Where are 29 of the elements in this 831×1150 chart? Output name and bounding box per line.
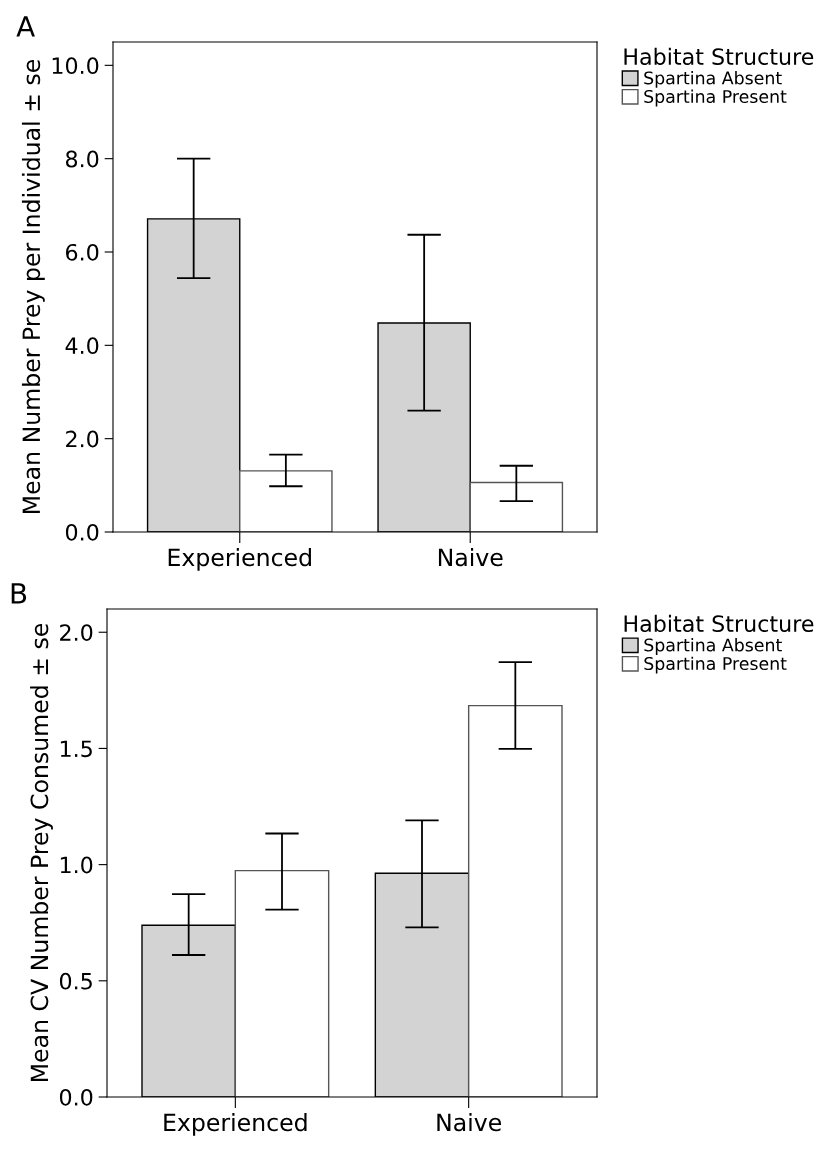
y-tick-label: 2.0 — [66, 430, 99, 448]
legend-title: Habitat Structure — [624, 47, 814, 66]
legend-label: Spartina Present — [644, 656, 787, 674]
y-tick-label: 1.5 — [60, 740, 92, 758]
bar — [467, 704, 563, 1097]
bar — [234, 869, 330, 1097]
y-tick-label: 6.0 — [66, 243, 99, 261]
y-tick-label: 0.0 — [59, 1088, 93, 1106]
x-tick-label: Experienced — [168, 547, 311, 571]
y-tick-label: 2.0 — [60, 624, 93, 641]
y-tick-label: 0.0 — [65, 523, 99, 541]
y-tick-label: 0.5 — [59, 972, 92, 990]
y-tick-label: 10.0 — [52, 57, 99, 75]
bar — [239, 470, 333, 532]
legend-label: Spartina Present — [644, 89, 787, 107]
y-tick-label: 1.0 — [60, 856, 93, 874]
chart-title: B — [11, 583, 27, 604]
x-tick-label: Naive — [438, 547, 503, 567]
legend-label: Spartina Absent — [644, 638, 782, 655]
y-axis-title: Mean Number Prey per Individual ± se — [21, 59, 45, 513]
chart-title: A — [16, 16, 35, 37]
x-tick-label: Experienced — [164, 1112, 307, 1136]
x-tick-label: Naive — [437, 1112, 501, 1132]
legend-label: Spartina Absent — [644, 71, 782, 88]
y-axis-title: Mean CV Number Prey Consumed ± se — [30, 623, 53, 1081]
bar — [469, 481, 564, 532]
legend-title: Habitat Structure — [624, 614, 814, 633]
y-tick-label: 8.0 — [65, 150, 99, 168]
y-tick-label: 4.0 — [65, 337, 99, 355]
